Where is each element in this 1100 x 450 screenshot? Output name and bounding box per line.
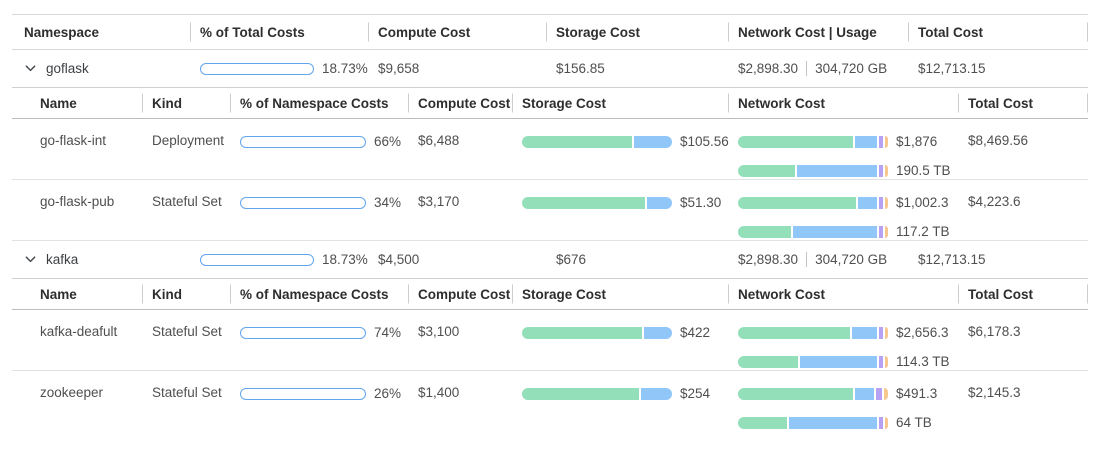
namespace-compute-cost: $9,658 [378,61,420,76]
namespace-cost-table: Namespace % of Total Costs Compute Cost … [12,14,1088,432]
network-cost-value: $1,876 [896,134,938,149]
network-cost-bar [738,326,888,339]
workload-kind: Stateful Set [152,324,222,339]
network-cost-bar [738,387,888,400]
network-cost-value: $2,656.3 [896,325,949,340]
pct-namespace-costs-bar [240,135,366,148]
namespace-storage-cost: $156.85 [556,61,605,76]
chevron-down-icon[interactable] [24,253,37,266]
pct-namespace-costs-value: 34% [374,195,402,210]
header-network-cost: Network Cost [728,287,958,302]
pct-namespace-costs-bar [240,387,366,400]
namespace-network-usage: 304,720 GB [815,61,888,76]
pipe-divider [806,61,808,76]
pipe-divider [806,252,808,267]
header-name: Name [40,286,77,302]
network-usage-value: 190.5 TB [896,163,951,178]
chevron-down-icon[interactable] [24,62,37,75]
workload-header-row: Name Kind % of Namespace Costs Compute C… [12,278,1088,310]
network-usage-bar [738,164,888,177]
workload-total-cost: $6,178.3 [968,324,1021,339]
header-storage-cost: Storage Cost [512,287,728,302]
namespace-network-cost: $2,898.30 [738,61,799,76]
workload-name: kafka-deafult [40,324,118,339]
namespace-name: kafka [46,252,79,267]
workload-name: go-flask-int [40,133,107,148]
workload-compute-cost: $3,100 [418,324,460,339]
namespace-total-cost: $12,713.15 [918,252,986,267]
pct-namespace-costs-bar [240,196,366,209]
header-pct-total-costs: % of Total Costs [190,25,368,40]
network-cost-bar [738,196,888,209]
storage-cost-value: $105.56 [680,134,729,149]
header-storage-cost: Storage Cost [546,25,728,40]
workload-row-zookeeper[interactable]: zookeeper Stateful Set 26% $1,400 $254 $… [12,371,1088,432]
header-compute-cost: Compute Cost [408,287,512,302]
network-usage-bar [738,416,888,429]
workload-compute-cost: $3,170 [418,194,460,209]
header-network-cost-usage: Network Cost | Usage [728,25,908,40]
network-cost-value: $491.3 [896,386,938,401]
namespace-total-cost: $12,713.15 [918,61,986,76]
namespace-storage-cost: $676 [556,252,587,267]
network-usage-bar [738,225,888,238]
workload-kind: Stateful Set [152,194,222,209]
header-network-cost: Network Cost [728,96,958,111]
workload-total-cost: $8,469.56 [968,133,1029,148]
header-kind: Kind [142,287,230,302]
main-header-row: Namespace % of Total Costs Compute Cost … [12,15,1088,50]
network-usage-value: 64 TB [896,415,932,430]
storage-cost-bar [522,387,672,400]
header-total-cost: Total Cost [908,25,1088,40]
workload-name: go-flask-pub [40,194,115,209]
storage-cost-bar [522,196,672,209]
pct-total-costs-value: 18.73% [322,252,368,267]
header-name: Name [40,95,77,111]
header-pct-namespace-costs: % of Namespace Costs [230,287,408,302]
network-cost-bar [738,135,888,148]
header-total-cost: Total Cost [958,287,1088,302]
workload-compute-cost: $6,488 [418,133,460,148]
workload-name: zookeeper [40,385,104,400]
workload-compute-cost: $1,400 [418,385,460,400]
header-total-cost: Total Cost [958,96,1088,111]
network-usage-bar [738,355,888,368]
workload-total-cost: $4,223.6 [968,194,1021,209]
namespace-name: goflask [46,61,89,76]
storage-cost-bar [522,326,672,339]
workload-kind: Deployment [152,133,225,148]
pct-total-costs-bar [200,62,314,75]
storage-cost-value: $254 [680,386,711,401]
workload-total-cost: $2,145.3 [968,385,1021,400]
header-storage-cost: Storage Cost [512,96,728,111]
workload-kind: Stateful Set [152,385,222,400]
header-compute-cost: Compute Cost [408,96,512,111]
pct-total-costs-value: 18.73% [322,61,368,76]
header-namespace: Namespace [24,24,100,40]
pct-namespace-costs-value: 26% [374,386,402,401]
namespace-network-usage: 304,720 GB [815,252,888,267]
network-usage-value: 114.3 TB [896,354,950,369]
network-usage-value: 117.2 TB [896,224,950,239]
namespace-row-kafka[interactable]: kafka 18.73% $4,500 $676 $2,898.30 304,72… [12,241,1088,278]
pct-total-costs-bar [200,253,314,266]
network-cost-value: $1,002.3 [896,195,949,210]
workload-row-go-flask-int[interactable]: go-flask-int Deployment 66% $6,488 $105.… [12,119,1088,180]
workload-row-kafka-deafult[interactable]: kafka-deafult Stateful Set 74% $3,100 $4… [12,310,1088,371]
pct-namespace-costs-bar [240,326,366,339]
namespace-network-cost: $2,898.30 [738,252,799,267]
namespace-compute-cost: $4,500 [378,252,420,267]
pct-namespace-costs-value: 74% [374,325,402,340]
header-compute-cost: Compute Cost [368,25,546,40]
storage-cost-value: $422 [680,325,711,340]
header-pct-namespace-costs: % of Namespace Costs [230,96,408,111]
header-kind: Kind [142,96,230,111]
namespace-row-goflask[interactable]: goflask 18.73% $9,658 $156.85 $2,898.30 3… [12,50,1088,87]
storage-cost-value: $51.30 [680,195,722,210]
workload-row-go-flask-pub[interactable]: go-flask-pub Stateful Set 34% $3,170 $51… [12,180,1088,241]
storage-cost-bar [522,135,672,148]
pct-namespace-costs-value: 66% [374,134,402,149]
workload-header-row: Name Kind % of Namespace Costs Compute C… [12,87,1088,119]
